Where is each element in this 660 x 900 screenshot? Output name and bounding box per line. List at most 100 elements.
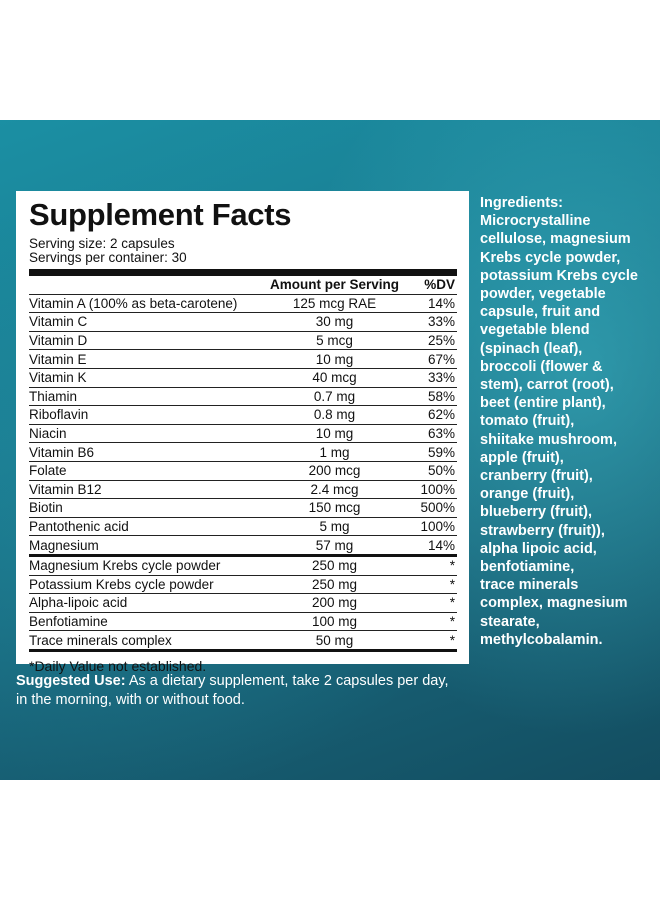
- other-ingredient-rows: Magnesium Krebs cycle powder 250 mg * Potas…: [29, 555, 457, 652]
- table-row: Folate 200 mcg 50%: [29, 461, 457, 481]
- nutrient-amount: 0.8 mg: [262, 405, 407, 425]
- nutrient-dv: 63%: [407, 424, 457, 444]
- nutrient-name: Magnesium: [29, 535, 262, 557]
- nutrient-rows: Vitamin A (100% as beta-carotene) 125 mcg…: [29, 294, 457, 557]
- supplement-facts-title: Supplement Facts: [29, 197, 292, 232]
- nutrient-amount: 30 mg: [262, 312, 407, 332]
- nutrient-name: Vitamin B12: [29, 480, 262, 500]
- servings-per-container: Servings per container: 30: [29, 250, 187, 265]
- ingredient-line: alpha lipoic acid,: [480, 540, 597, 557]
- ingredient-line: potassium Krebs cycle: [480, 267, 638, 284]
- nutrient-dv: *: [407, 575, 457, 595]
- nutrient-name: Vitamin K: [29, 368, 262, 388]
- ingredient-line: blueberry (fruit),: [480, 504, 592, 521]
- nutrient-amount: 150 mcg: [262, 498, 407, 518]
- nutrient-dv: 14%: [407, 535, 457, 557]
- table-row: Vitamin B6 1 mg 59%: [29, 442, 457, 462]
- serving-size: Serving size: 2 capsules: [29, 236, 175, 251]
- dv-header: %DV: [407, 276, 457, 295]
- ingredient-line: benfotiamine,: [480, 559, 575, 576]
- nutrient-dv: *: [407, 630, 457, 652]
- nutrient-name: Biotin: [29, 498, 262, 518]
- nutrient-amount: 50 mg: [262, 630, 407, 652]
- nutrient-dv: 33%: [407, 368, 457, 388]
- nutrient-name: Vitamin A (100% as beta-carotene): [29, 294, 262, 314]
- nutrient-dv: 67%: [407, 349, 457, 369]
- table-row: Magnesium Krebs cycle powder 250 mg *: [29, 555, 457, 576]
- nutrient-dv: 100%: [407, 480, 457, 500]
- nutrient-dv: 500%: [407, 498, 457, 518]
- thick-divider: [29, 269, 457, 276]
- nutrient-amount: 250 mg: [262, 575, 407, 595]
- suggested-use: Suggested Use: As a dietary supplement, …: [16, 672, 456, 709]
- nutrient-name: Vitamin D: [29, 331, 262, 351]
- nutrient-amount: 57 mg: [262, 535, 407, 557]
- ingredient-line: tomato (fruit),: [480, 413, 575, 430]
- nutrient-amount: 200 mg: [262, 593, 407, 613]
- nutrient-amount: 100 mg: [262, 612, 407, 632]
- ingredient-line: strawberry (fruit)),: [480, 522, 605, 539]
- daily-value-footnote: *Daily Value not established.: [29, 657, 207, 674]
- ingredient-line: trace minerals: [480, 577, 579, 594]
- table-row: Vitamin B12 2.4 mcg 100%: [29, 480, 457, 500]
- nutrient-dv: 62%: [407, 405, 457, 425]
- table-row: Benfotiamine 100 mg *: [29, 612, 457, 632]
- suggested-use-text: As a dietary supplement, take 2 capsules…: [16, 673, 449, 708]
- ingredient-line: complex, magnesium: [480, 595, 628, 612]
- nutrient-name: Folate: [29, 461, 262, 481]
- ingredient-line: methylcobalamin.: [480, 631, 603, 648]
- ingredient-line: apple (fruit),: [480, 449, 564, 466]
- nutrient-name: Benfotiamine: [29, 612, 262, 632]
- facts-header-row: Amount per Serving %DV: [29, 276, 457, 295]
- nutrient-name: Niacin: [29, 424, 262, 444]
- ingredient-line: powder, vegetable: [480, 286, 606, 303]
- nutrient-name: Pantothenic acid: [29, 517, 262, 537]
- nutrient-dv: 59%: [407, 442, 457, 462]
- ingredient-line: beet (entire plant),: [480, 395, 606, 412]
- nutrient-amount: 5 mcg: [262, 331, 407, 351]
- nutrient-name: Thiamin: [29, 387, 262, 407]
- table-row: Vitamin K 40 mcg 33%: [29, 368, 457, 388]
- ingredient-line: capsule, fruit and: [480, 304, 601, 321]
- table-row: Vitamin C 30 mg 33%: [29, 312, 457, 332]
- suggested-use-label: Suggested Use:: [16, 673, 126, 689]
- nutrient-name: Trace minerals complex: [29, 630, 262, 652]
- nutrient-amount: 40 mcg: [262, 368, 407, 388]
- nutrient-amount: 10 mg: [262, 424, 407, 444]
- nutrient-dv: 14%: [407, 294, 457, 314]
- nutrient-dv: 33%: [407, 312, 457, 332]
- nutrient-name: Vitamin B6: [29, 442, 262, 462]
- table-row: Alpha-lipoic acid 200 mg *: [29, 593, 457, 613]
- nutrient-dv: *: [407, 593, 457, 613]
- ingredient-line: Krebs cycle powder,: [480, 249, 621, 266]
- nutrient-name: Vitamin C: [29, 312, 262, 332]
- nutrient-dv: 50%: [407, 461, 457, 481]
- table-row: Riboflavin 0.8 mg 62%: [29, 405, 457, 425]
- product-panel: Supplement Facts Serving size: 2 capsule…: [0, 120, 660, 780]
- table-row: Trace minerals complex 50 mg *: [29, 630, 457, 652]
- table-row: Biotin 150 mcg 500%: [29, 498, 457, 518]
- ingredient-line: cranberry (fruit),: [480, 468, 593, 485]
- table-row: Pantothenic acid 5 mg 100%: [29, 517, 457, 537]
- nutrient-dv: *: [407, 612, 457, 632]
- nutrient-amount: 5 mg: [262, 517, 407, 537]
- table-row: Vitamin A (100% as beta-carotene) 125 mcg…: [29, 294, 457, 314]
- nutrient-name: Potassium Krebs cycle powder: [29, 575, 262, 595]
- nutrient-name: Alpha-lipoic acid: [29, 593, 262, 613]
- supplement-facts-card: Supplement Facts Serving size: 2 capsule…: [16, 191, 469, 674]
- header-spacer: [29, 276, 262, 295]
- nutrient-amount: 10 mg: [262, 349, 407, 369]
- nutrient-amount: 200 mcg: [262, 461, 407, 481]
- ingredient-line: stem), carrot (root),: [480, 377, 614, 394]
- nutrient-amount: 1 mg: [262, 442, 407, 462]
- facts-table: Amount per Serving %DV Vitamin A (100% a…: [29, 276, 457, 652]
- nutrient-amount: 2.4 mcg: [262, 480, 407, 500]
- ingredient-line: vegetable blend: [480, 322, 590, 339]
- table-row: Potassium Krebs cycle powder 250 mg *: [29, 575, 457, 595]
- nutrient-amount: 250 mg: [262, 555, 407, 576]
- table-row: Magnesium 57 mg 14%: [29, 535, 457, 557]
- table-row: Thiamin 0.7 mg 58%: [29, 387, 457, 407]
- ingredients-text: Microcrystalline cellulose, magnesium Kreb…: [480, 212, 655, 649]
- amount-header: Amount per Serving: [262, 276, 407, 295]
